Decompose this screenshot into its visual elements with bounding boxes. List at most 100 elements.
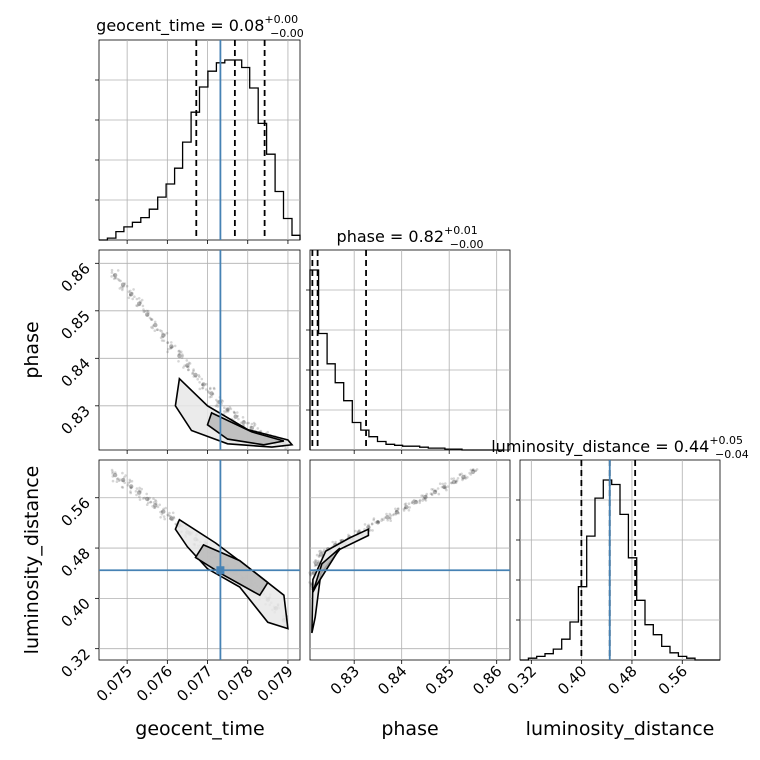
scatter-phase-vs-geocent-time-halo-5-5 xyxy=(151,324,155,328)
scatter-luminosity-distance-vs-geocent-time-halo-2-5 xyxy=(130,486,133,489)
ytick-label-phase-0p86: 0.86 xyxy=(57,259,93,295)
scatter-luminosity-distance-vs-phase-halo-3-3 xyxy=(315,553,319,557)
scatter-luminosity-distance-vs-geocent-time-halo-5-1 xyxy=(154,502,158,505)
scatter-phase-vs-geocent-time-halo-12-7 xyxy=(213,387,216,391)
scatter-phase-vs-geocent-time-halo-11-2 xyxy=(201,386,205,390)
scatter-phase-vs-geocent-time-halo-9-2 xyxy=(185,365,189,368)
scatter-luminosity-distance-vs-geocent-time-halo-3-6 xyxy=(137,489,141,492)
scatter-luminosity-distance-vs-geocent-time-halo-0-8 xyxy=(116,477,120,480)
scatter-luminosity-distance-vs-geocent-time-halo-6-8 xyxy=(162,515,166,518)
scatter-luminosity-distance-vs-phase-point-2 xyxy=(314,561,319,566)
scatter-phase-vs-geocent-time-halo-12-6 xyxy=(207,391,211,394)
scatter-phase-vs-geocent-time-halo-3-8 xyxy=(138,303,141,307)
scatter-phase-vs-geocent-time-halo-6-7 xyxy=(163,333,166,336)
scatter-luminosity-distance-vs-phase-halo-9-0 xyxy=(371,529,374,532)
panel-luminosity-distance-hist xyxy=(519,459,721,661)
scatter-phase-vs-geocent-time-halo-10-5 xyxy=(192,369,195,373)
scatter-luminosity-distance-vs-phase-halo-10-3 xyxy=(376,520,380,524)
scatter-phase-vs-geocent-time-halo-4-2 xyxy=(146,314,149,317)
scatter-luminosity-distance-vs-phase-halo-15-7 xyxy=(421,494,425,498)
scatter-luminosity-distance-vs-geocent-time-halo-1-8 xyxy=(117,479,121,483)
scatter-luminosity-distance-vs-phase-halo-12-1 xyxy=(396,507,400,511)
scatter-luminosity-distance-vs-phase-halo-15-8 xyxy=(423,498,427,501)
scatter-luminosity-distance-vs-geocent-time-halo-4-2 xyxy=(147,501,150,505)
scatter-luminosity-distance-vs-phase-halo-13-7 xyxy=(407,509,411,512)
scatter-phase-vs-geocent-time-halo-0-7 xyxy=(113,276,117,280)
scatter-luminosity-distance-vs-phase-halo-20-5 xyxy=(471,468,475,472)
scatter-phase-vs-geocent-time-halo-6-0 xyxy=(158,329,162,332)
scatter-luminosity-distance-vs-phase-halo-13-1 xyxy=(403,506,407,510)
scatter-luminosity-distance-vs-geocent-time-halo-7-7 xyxy=(172,515,175,519)
scatter-luminosity-distance-vs-phase-halo-16-5 xyxy=(430,488,434,491)
scatter-luminosity-distance-vs-phase-halo-10-0 xyxy=(380,517,384,521)
scatter-phase-vs-geocent-time-halo-2-6 xyxy=(131,297,134,301)
scatter-luminosity-distance-vs-geocent-time-halo-5-2 xyxy=(154,499,157,502)
scatter-luminosity-distance-vs-geocent-time-halo-4-3 xyxy=(148,496,151,500)
title-phase-plus: +0.01 xyxy=(444,224,478,237)
scatter-luminosity-distance-vs-geocent-time-halo-6-5 xyxy=(159,510,162,514)
scatter-phase-vs-geocent-time-halo-4-5 xyxy=(149,317,153,321)
scatter-luminosity-distance-vs-geocent-time-halo-2-7 xyxy=(128,480,132,484)
scatter-luminosity-distance-vs-phase-halo-3-8 xyxy=(320,550,324,554)
scatter-phase-vs-geocent-time-halo-6-1 xyxy=(162,339,166,343)
scatter-luminosity-distance-vs-phase-halo-15-4 xyxy=(421,499,424,502)
xtick-label-luminosity-distance-0p48: 0.48 xyxy=(604,662,640,698)
title-luminosity-distance-name: luminosity_distance xyxy=(491,437,650,457)
scatter-luminosity-distance-vs-phase-halo-9-5 xyxy=(367,523,370,527)
scatter-phase-vs-geocent-time-halo-8-7 xyxy=(177,360,180,363)
scatter-phase-vs-geocent-time-halo-4-0 xyxy=(142,308,145,311)
scatter-luminosity-distance-vs-geocent-time-point-6 xyxy=(161,509,166,514)
scatter-phase-vs-geocent-time-halo-3-3 xyxy=(136,304,139,308)
scatter-phase-vs-geocent-time-point-17 xyxy=(249,425,254,431)
scatter-luminosity-distance-vs-phase-point-18 xyxy=(451,479,457,485)
scatter-luminosity-distance-vs-geocent-time-halo-7-4 xyxy=(171,518,174,522)
scatter-luminosity-distance-vs-phase-halo-19-6 xyxy=(463,476,467,480)
scatter-phase-vs-geocent-time-halo-10-6 xyxy=(194,375,198,379)
scatter-phase-vs-geocent-time-halo-12-4 xyxy=(208,395,212,399)
scatter-phase-vs-geocent-time-halo-3-2 xyxy=(137,297,141,300)
scatter-phase-vs-geocent-time-halo-21-1 xyxy=(284,447,287,450)
scatter-phase-vs-geocent-time-halo-16-5 xyxy=(242,419,246,423)
xlabel-geocent-time: geocent_time xyxy=(135,718,264,740)
scatter-luminosity-distance-vs-phase-halo-11-8 xyxy=(389,516,392,520)
scatter-luminosity-distance-vs-phase-halo-14-3 xyxy=(414,499,418,503)
scatter-luminosity-distance-vs-phase-halo-18-0 xyxy=(455,479,459,483)
scatter-luminosity-distance-vs-phase-halo-16-4 xyxy=(437,492,441,496)
scatter-phase-vs-geocent-time-halo-13-6 xyxy=(221,399,224,403)
xtick-label-geocent-time-0p078: 0.078 xyxy=(213,662,256,705)
scatter-luminosity-distance-vs-geocent-time-halo-8-4 xyxy=(174,522,177,526)
scatter-luminosity-distance-vs-phase-halo-5-2 xyxy=(334,540,337,544)
scatter-luminosity-distance-vs-phase-halo-15-0 xyxy=(425,492,429,496)
xtick-label-luminosity-distance-0p32: 0.32 xyxy=(504,662,540,698)
scatter-phase-vs-geocent-time-halo-2-5 xyxy=(127,296,131,300)
xtick-label-geocent-time-0p079: 0.079 xyxy=(254,662,297,705)
scatter-luminosity-distance-vs-geocent-time-halo-6-7 xyxy=(163,517,166,521)
scatter-luminosity-distance-vs-phase-halo-18-6 xyxy=(452,477,456,480)
scatter-luminosity-distance-vs-phase-halo-2-4 xyxy=(314,559,317,562)
scatter-phase-vs-geocent-time-halo-10-1 xyxy=(197,374,201,377)
scatter-phase-vs-geocent-time-point-11 xyxy=(201,382,206,387)
scatter-luminosity-distance-vs-phase-halo-8-6 xyxy=(354,529,357,533)
scatter-phase-vs-geocent-time-halo-11-5 xyxy=(198,381,201,384)
scatter-phase-vs-geocent-time-halo-13-5 xyxy=(216,405,220,408)
scatter-phase-vs-geocent-time-halo-4-4 xyxy=(148,316,152,320)
scatter-luminosity-distance-vs-geocent-time-halo-0-3 xyxy=(116,477,119,481)
scatter-luminosity-distance-vs-phase-halo-16-3 xyxy=(433,489,437,493)
scatter-phase-vs-geocent-time-point-2 xyxy=(129,292,134,297)
scatter-luminosity-distance-vs-phase-point-3 xyxy=(318,552,324,557)
scatter-phase-vs-geocent-time-halo-5-3 xyxy=(156,328,159,332)
xtick-label-phase-0p84: 0.84 xyxy=(374,662,410,698)
scatter-phase-vs-geocent-time-halo-15-0 xyxy=(233,411,236,414)
scatter-luminosity-distance-vs-phase-halo-15-2 xyxy=(422,497,425,501)
scatter-luminosity-distance-vs-phase-halo-1-8 xyxy=(308,571,312,574)
scatter-luminosity-distance-vs-phase-halo-1-0 xyxy=(309,573,312,576)
scatter-phase-vs-geocent-time-halo-4-3 xyxy=(142,310,146,314)
xtick-label-geocent-time-0p077: 0.077 xyxy=(173,662,216,705)
scatter-luminosity-distance-vs-phase-halo-17-4 xyxy=(444,486,448,490)
contour-phase-vs-geocent-time-inner xyxy=(206,411,285,446)
scatter-luminosity-distance-vs-phase-halo-13-0 xyxy=(404,502,408,506)
xtick-label-luminosity-distance-0p4: 0.40 xyxy=(554,662,590,698)
contour-luminosity-distance-vs-phase-inner xyxy=(312,547,341,593)
scatter-luminosity-distance-vs-phase-halo-19-1 xyxy=(466,476,469,479)
scatter-luminosity-distance-vs-phase-halo-15-5 xyxy=(424,494,428,498)
